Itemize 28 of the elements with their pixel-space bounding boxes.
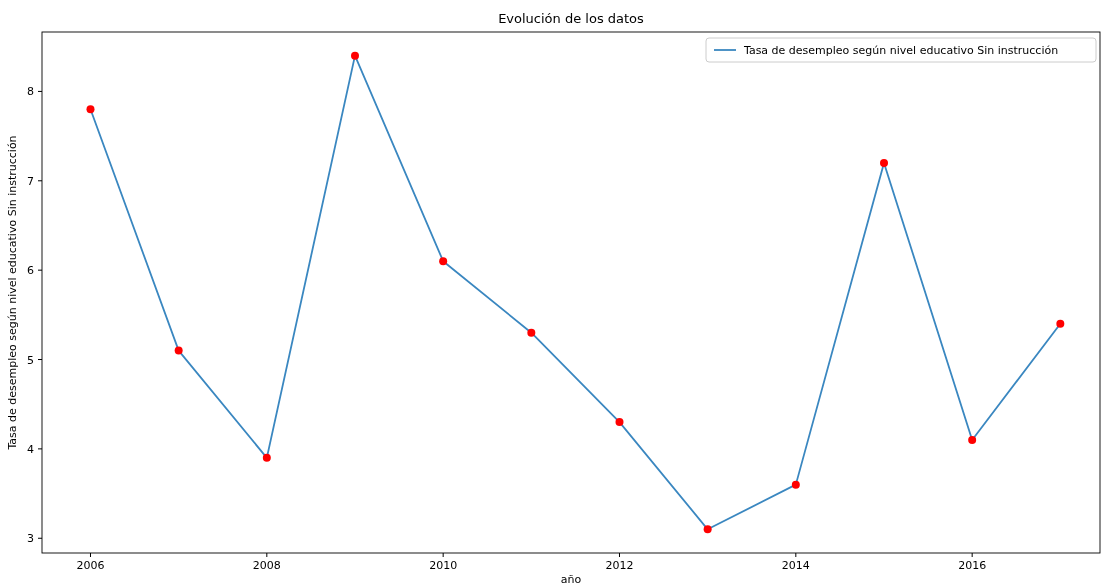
point: [262, 453, 271, 462]
x-tick-label: 2016: [958, 559, 987, 572]
y-tick-label: 7: [27, 174, 34, 188]
x-tick-label: 2010: [429, 559, 458, 572]
legend-label: Tasa de desempleo según nivel educativo Sin instrucción: [743, 44, 1059, 57]
y-tick-label: 5: [27, 353, 34, 367]
x-tick-label: 2006: [76, 559, 105, 572]
y-axis-title: Tasa de desempleo según nivel educativo Sin instrucción: [6, 135, 19, 451]
x-tick-label: 2008: [252, 559, 281, 572]
point: [703, 525, 712, 534]
x-tick-label: 2012: [605, 559, 634, 572]
x-axis-title: año: [560, 573, 582, 586]
point: [968, 435, 977, 444]
y-tick-label: 6: [27, 264, 34, 278]
point: [174, 346, 183, 355]
point: [879, 158, 888, 167]
point: [615, 418, 624, 427]
point: [439, 257, 448, 266]
x-tick-label: 2014: [781, 559, 810, 572]
chart-title: Evolución de los datos: [498, 11, 645, 26]
point: [1056, 319, 1065, 328]
y-tick-label: 8: [27, 85, 34, 99]
y-tick-label: 3: [27, 532, 34, 546]
point: [791, 480, 800, 489]
point: [350, 51, 359, 60]
point: [527, 328, 536, 337]
point: [86, 105, 95, 114]
y-tick-label: 4: [27, 442, 34, 456]
